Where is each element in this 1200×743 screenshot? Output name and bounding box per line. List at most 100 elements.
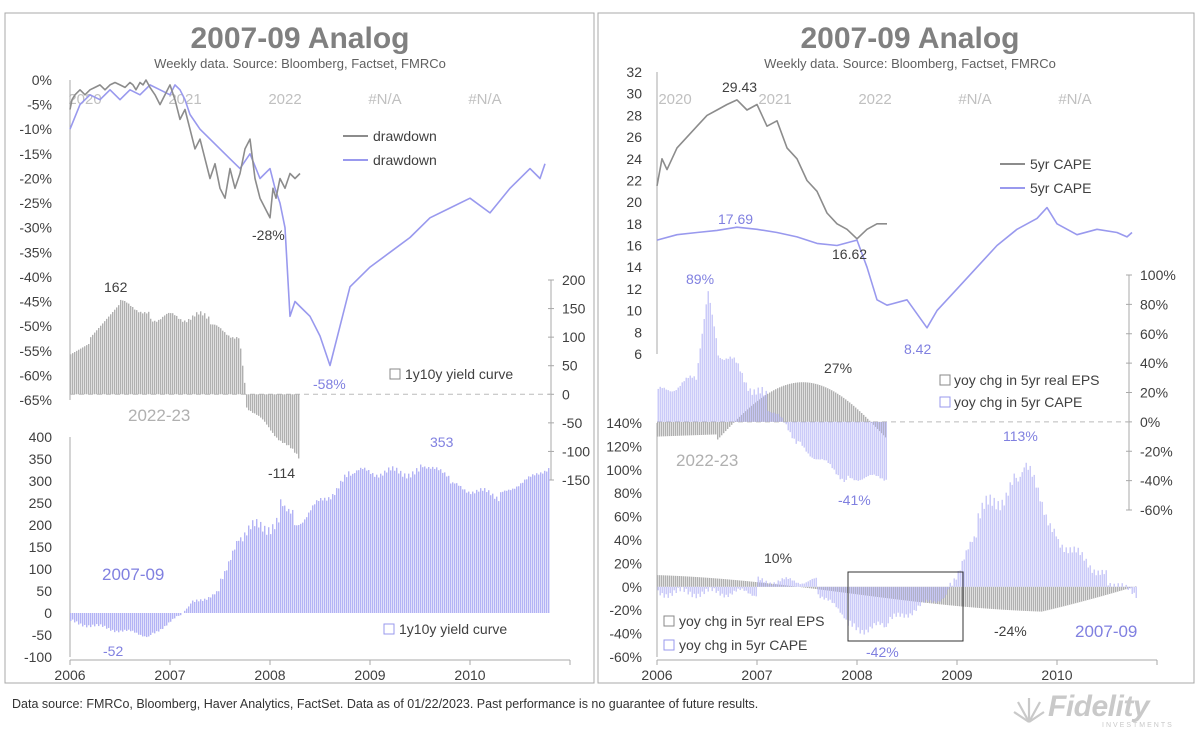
- bars-bottom-eps-bar: [743, 580, 745, 587]
- bars-bottom-left-tick-0: 140%: [606, 415, 642, 431]
- bars-bottom-bar: [74, 613, 76, 623]
- bars-top-eps-bar: [857, 409, 859, 422]
- top-y-tick-7: -35%: [19, 244, 52, 260]
- bars-bottom-eps-bar: [669, 575, 671, 587]
- bars-bottom-cape-bar: [907, 586, 909, 618]
- bars-bottom-eps-bar: [665, 575, 667, 587]
- top-axis-label-2: 2022: [858, 91, 891, 108]
- bars-top-cape-bar: [843, 421, 845, 482]
- bars-bottom-bar: [168, 613, 170, 623]
- bars-bottom-bar: [506, 490, 508, 613]
- bars-top-cape-bar: [667, 390, 669, 422]
- bars-top-cape-bar: [723, 359, 725, 422]
- bars-bottom-bar: [180, 613, 182, 616]
- bars-top-eps-bar: [657, 421, 659, 437]
- bars-top-eps-bar: [785, 385, 787, 422]
- bars-bottom-cape-bar: [823, 586, 825, 600]
- bars-top-right-tick-5: -50: [562, 415, 582, 431]
- bars-top-eps-bar: [815, 383, 817, 422]
- bars-top-eps-bar: [821, 385, 823, 422]
- bars-top-right-tick-4: 0: [562, 386, 570, 402]
- bars-bottom-cape-bar: [661, 586, 663, 594]
- bars-bottom-eps-bar: [1109, 586, 1111, 594]
- bars-bottom-cape-bar: [783, 579, 785, 587]
- bars-bottom-eps-bar: [1121, 586, 1123, 591]
- bars-top-eps-bar: [793, 383, 795, 422]
- bars-bottom-cape-bar: [829, 586, 831, 600]
- bars-top-bar: [158, 319, 160, 395]
- bars-bottom-bar: [172, 613, 174, 619]
- bars-bottom-bar: [126, 613, 128, 631]
- bars-bottom-bar: [390, 470, 392, 613]
- bars-top-bar: [142, 313, 144, 395]
- top-y-tick-11: -55%: [19, 343, 52, 359]
- bars-bottom-bar: [160, 613, 162, 630]
- top-y-tick-9: -45%: [19, 294, 52, 310]
- bars-bottom-eps-bar: [693, 576, 695, 587]
- bars-bottom-cape-bar: [1129, 586, 1131, 589]
- bars-bottom-cape-bar: [951, 585, 953, 587]
- bars-bottom-bar: [336, 488, 338, 613]
- bars-bottom-cape-bar: [1091, 572, 1093, 587]
- bars-top-bar: [154, 320, 156, 395]
- bars-top-cape-bar: [689, 375, 691, 422]
- bars-bottom-eps-bar: [753, 581, 755, 587]
- bars-bottom-bar: [386, 472, 388, 613]
- bars-bottom-cape-bar: [937, 586, 939, 602]
- bars-bottom-left-tick-2: 100%: [606, 462, 642, 478]
- bars-top-cape-bar: [711, 314, 713, 422]
- bars-bottom-eps-bar: [1075, 586, 1077, 604]
- bars-bottom-cape-bar: [745, 586, 747, 591]
- bars-bottom-eps-bar: [675, 575, 677, 587]
- bars-bottom-left-tick-3: 80%: [614, 485, 642, 501]
- bars-bottom-bar: [290, 513, 292, 613]
- bars-top-cape-bar: [703, 319, 705, 422]
- bars-bottom-legend-swatch-eps: [663, 615, 675, 627]
- bars-bottom-eps-bar: [1005, 586, 1007, 610]
- bars-top-eps-bar: [725, 421, 727, 432]
- bars-top-cape-bar: [737, 363, 739, 422]
- bars-bottom-cape-bar: [1065, 547, 1067, 587]
- bars-bottom-cape-bar: [669, 586, 671, 594]
- bars-bottom-cape-bar: [933, 586, 935, 602]
- bars-top-eps-bar: [819, 385, 821, 422]
- bars-bottom-bar: [162, 613, 164, 629]
- right-panel-frame: [597, 12, 1195, 684]
- bars-top-cape-bar: [809, 421, 811, 457]
- bars-bottom-cape-bar: [985, 495, 987, 587]
- bars-top-cape-bar: [687, 377, 689, 422]
- top-axis-label-0: 2020: [658, 91, 691, 108]
- bars-top-bar: [124, 300, 126, 395]
- bars-top-bar: [226, 334, 228, 395]
- bars-bottom-bar: [100, 613, 102, 625]
- logo-subtitle: INVESTMENTS: [1102, 722, 1174, 729]
- bars-bottom-bar: [178, 613, 180, 616]
- bars-bottom-bar: [78, 613, 80, 625]
- bars-bottom-cape-bar: [1135, 586, 1137, 598]
- bars-bottom-bar: [302, 522, 304, 613]
- bars-bottom-bar: [196, 599, 198, 613]
- bars-top-cape-bar: [727, 358, 729, 422]
- bars-bottom-cape-bar: [1077, 547, 1079, 587]
- bars-bottom-trough-label: -42%: [866, 644, 899, 660]
- top-y-tick-11: 10: [626, 303, 642, 319]
- bars-top-eps-bar: [713, 421, 715, 435]
- bars-bottom-cape-bar: [913, 586, 915, 611]
- bars-bottom-cape-bar: [865, 586, 867, 630]
- bars-bottom-eps-bar: [985, 586, 987, 609]
- bars-bottom-cape-bar: [659, 586, 661, 596]
- bars-top-eps-bar: [673, 421, 675, 436]
- bars-bottom-bar: [278, 522, 280, 613]
- top-y-tick-0: 32: [626, 64, 642, 80]
- bars-top-legend-swatch-eps: [939, 374, 951, 386]
- top-y-tick-8: 16: [626, 238, 642, 254]
- top-y-tick-13: 6: [634, 346, 642, 362]
- bars-bottom-cape-bar: [1085, 558, 1087, 587]
- top-y-tick-5: -25%: [19, 195, 52, 211]
- bars-bottom-eps-bar: [1007, 586, 1009, 610]
- bars-bottom-bar: [248, 525, 250, 613]
- bars-bottom-eps-bar: [965, 586, 967, 607]
- bars-bottom-eps-bar: [671, 575, 673, 587]
- bars-bottom-bar: [416, 468, 418, 613]
- bars-top-bar: [262, 394, 264, 420]
